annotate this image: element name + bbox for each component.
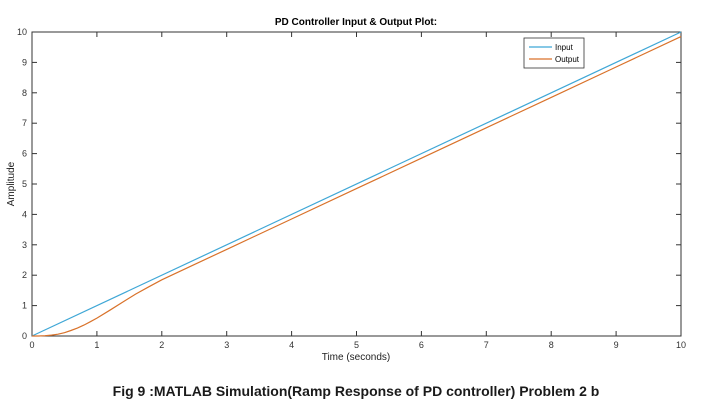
series-line-output	[32, 36, 682, 337]
x-tick-label: 2	[159, 340, 164, 350]
y-tick-label: 5	[22, 179, 27, 189]
y-tick-label: 2	[22, 270, 27, 280]
series-lines	[31, 31, 682, 337]
y-tick-label: 7	[22, 118, 27, 128]
y-tick-label: 4	[22, 209, 27, 219]
x-tick-label: 9	[614, 340, 619, 350]
y-tick-label: 9	[22, 57, 27, 67]
x-axis-label: Time (seconds)	[322, 352, 391, 363]
y-tick-label: 8	[22, 88, 27, 98]
x-tick-label: 0	[29, 340, 34, 350]
y-tick-label: 0	[22, 331, 27, 341]
y-tick-label: 10	[17, 27, 27, 37]
y-tick-label: 3	[22, 240, 27, 250]
x-tick-label: 1	[94, 340, 99, 350]
y-tick-label: 6	[22, 149, 27, 159]
axis-ticks: 0 1 2 3 4 5 6 7 8 9 10 0 1 2 3 4 5 6 7 8 9 10	[17, 27, 686, 350]
x-tick-label: 7	[484, 340, 489, 350]
series-line-input	[31, 31, 682, 337]
chart-title: PD Controller Input & Output Plot:	[275, 17, 437, 28]
line-chart: PD Controller Input & Output Plot: 0 1 2 3 4…	[6, 17, 686, 363]
x-tick-label: 10	[676, 340, 686, 350]
x-tick-label: 4	[289, 340, 294, 350]
x-tick-label: 3	[224, 340, 229, 350]
y-tick-label: 1	[22, 301, 27, 311]
legend-label-input: Input	[555, 43, 574, 52]
y-axis-label: Amplitude	[6, 161, 17, 206]
x-tick-label: 5	[354, 340, 359, 350]
x-tick-label: 8	[549, 340, 554, 350]
legend: Input Output	[523, 37, 585, 69]
figure-caption: Fig 9 :MATLAB Simulation(Ramp Response o…	[112, 383, 600, 399]
x-tick-label: 6	[419, 340, 424, 350]
legend-label-output: Output	[555, 55, 580, 64]
legend-box	[523, 37, 585, 69]
